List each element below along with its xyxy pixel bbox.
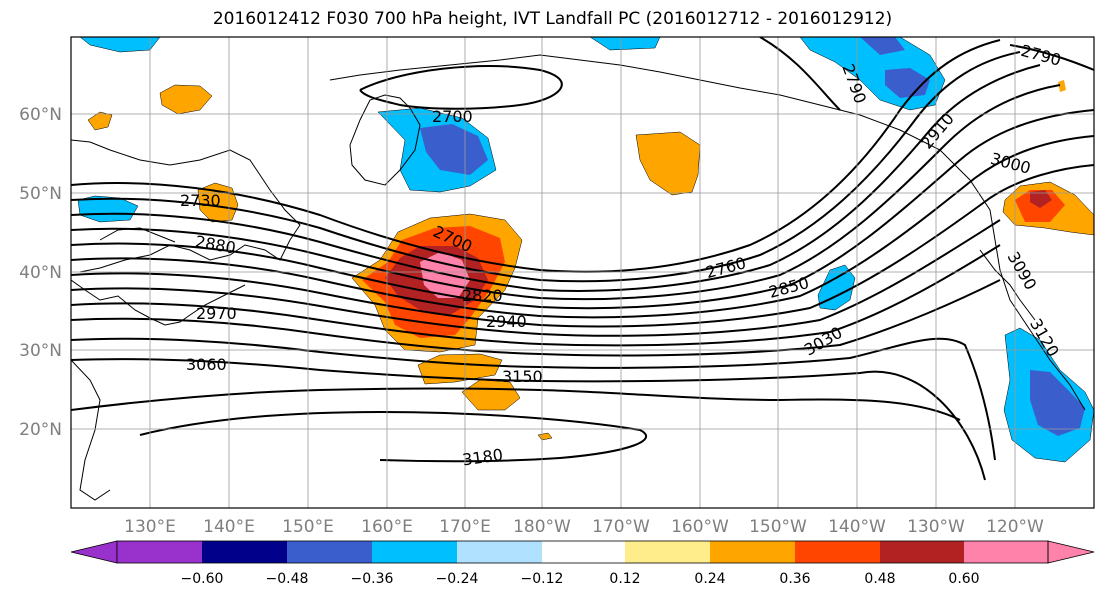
map-title: 2016012412 F030 700 hPa height, IVT Land… — [212, 9, 893, 29]
lon-label: 160°E — [361, 517, 413, 537]
colorbar-tick-label: −0.12 — [521, 571, 564, 587]
lon-label: 170°E — [439, 517, 491, 537]
lat-label: 50°N — [19, 184, 62, 204]
lon-label: 140°E — [203, 517, 255, 537]
colorbar-segment — [457, 541, 542, 563]
colorbar-tick-label: −0.48 — [266, 571, 309, 587]
contour-label: 2940 — [486, 312, 527, 331]
colorbar-tick-label: 0.12 — [609, 571, 640, 587]
contour-label: 3060 — [186, 355, 227, 374]
colorbar-segment — [795, 541, 880, 563]
contour-label: 3150 — [502, 367, 543, 386]
contour-label: 2820 — [462, 286, 503, 305]
coastlines — [71, 54, 1086, 501]
colorbar-segment — [710, 541, 795, 563]
ivt-positive-region — [159, 84, 213, 115]
ivt-negative-region — [860, 37, 905, 55]
ivt-negative-region — [79, 37, 161, 53]
colorbar-tick-label: 0.48 — [864, 571, 895, 587]
contour-label: 2730 — [180, 191, 221, 210]
ivt-positive-region — [87, 111, 113, 131]
longitude-labels: 130°E 140°E 150°E 160°E 170°E 180°W 170°… — [124, 517, 1044, 537]
lon-label: 130°W — [907, 517, 965, 537]
colorbar-tick-label: −0.60 — [181, 571, 224, 587]
colorbar-tick-label: −0.24 — [436, 571, 479, 587]
ivt-positive-region — [635, 131, 701, 196]
ivt-positive-region — [1058, 80, 1066, 92]
colorbar-segment — [964, 541, 1048, 563]
lon-label: 140°W — [828, 517, 886, 537]
ivt-negative-region — [817, 264, 856, 311]
height-contours — [71, 37, 1094, 481]
colorbar-segment — [372, 541, 457, 563]
colorbar: −0.60 −0.48 −0.36 −0.24 −0.12 0.12 0.24 … — [70, 540, 1095, 587]
colorbar-extend-max — [1047, 540, 1095, 564]
ivt-negative-region — [589, 37, 661, 51]
colorbar-segment — [880, 541, 964, 563]
lon-label: 180°W — [513, 517, 571, 537]
ivt-negative-region — [1030, 370, 1085, 436]
colorbar-segment — [202, 541, 287, 563]
lat-label: 60°N — [19, 105, 62, 125]
ivt-negative-region — [885, 68, 930, 98]
colorbar-tick-label: −0.36 — [351, 571, 394, 587]
ivt-positive-region — [1030, 190, 1052, 208]
ivt-negative-region — [420, 124, 488, 175]
lon-label: 170°W — [592, 517, 650, 537]
colorbar-segment — [625, 541, 710, 563]
ivt-negative-region — [77, 195, 139, 223]
lon-label: 130°E — [124, 517, 176, 537]
colorbar-segment — [287, 541, 372, 563]
lon-label: 120°W — [986, 517, 1044, 537]
colorbar-tick-label: 0.24 — [694, 571, 725, 587]
colorbar-segment — [542, 541, 625, 563]
colorbar-segment — [117, 541, 202, 563]
lat-label: 30°N — [19, 341, 62, 361]
lon-label: 150°E — [282, 517, 334, 537]
ivt-positive-region — [537, 432, 553, 441]
lat-label: 40°N — [19, 263, 62, 283]
lon-label: 150°W — [749, 517, 807, 537]
latitude-labels: 60°N 50°N 40°N 30°N 20°N — [19, 105, 62, 440]
contour-label: 2970 — [196, 304, 237, 323]
colorbar-tick-label: 0.36 — [779, 571, 810, 587]
graticule — [71, 37, 1094, 508]
colorbar-extend-min — [70, 540, 118, 564]
lat-label: 20°N — [19, 420, 62, 440]
map-frame — [70, 36, 1095, 509]
colorbar-tick-label: 0.60 — [948, 571, 979, 587]
lon-label: 160°W — [671, 517, 729, 537]
contour-label: 2700 — [432, 107, 473, 126]
